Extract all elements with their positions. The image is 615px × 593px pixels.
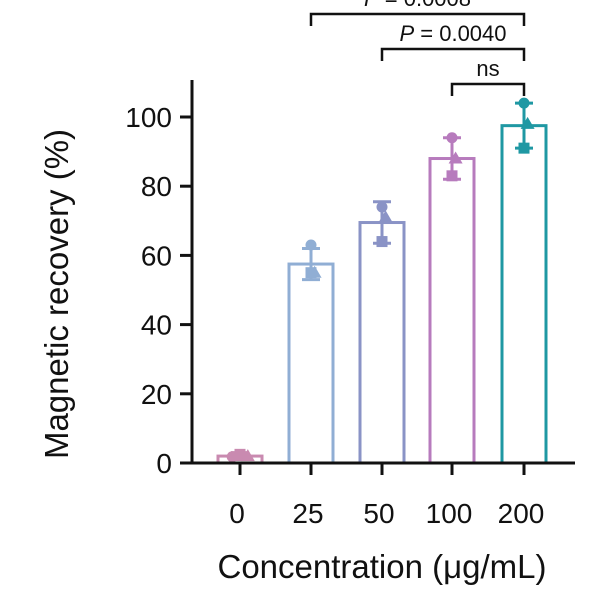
data-point-100-3 [448, 151, 463, 164]
significance-bracket-100-200 [450, 82, 526, 96]
bar-200 [500, 124, 548, 465]
p-symbol: P [364, 0, 379, 11]
bar-25 [287, 262, 335, 465]
x-axis-title: Concentration (μg/mL) [218, 548, 547, 585]
data-point-0-2 [234, 448, 246, 460]
data-point-0-3 [240, 449, 255, 462]
x-tick-label-25: 25 [292, 498, 323, 529]
p-value: = 0.0040 [414, 21, 506, 46]
bar-100 [428, 157, 476, 465]
significance-bracket-25-200 [309, 12, 526, 26]
axes-layer: 0 20 40 60 80 100 0 25 50 100 200 [125, 80, 575, 529]
significance-label-100-200: ns [476, 56, 499, 81]
bar-50 [358, 221, 406, 465]
x-tick-label-50: 50 [363, 498, 394, 529]
bars-layer [216, 124, 548, 465]
significance-label-25-200: P = 0.0008 [364, 0, 471, 11]
significance-label-50-200: P = 0.0040 [399, 21, 506, 46]
data-point-100-2 [446, 170, 458, 182]
p-symbol: P [399, 21, 414, 46]
y-tick-label-60: 60 [141, 240, 172, 271]
y-tick-label-40: 40 [141, 310, 172, 341]
p-value: = 0.0008 [379, 0, 471, 11]
x-tick-label-200: 200 [498, 498, 545, 529]
data-points-layer [226, 97, 535, 463]
data-point-200-1 [518, 97, 530, 109]
y-tick-label-100: 100 [125, 102, 172, 133]
data-point-200-2 [518, 142, 530, 154]
data-point-50-1 [376, 201, 388, 213]
y-tick-label-80: 80 [141, 171, 172, 202]
y-axis-title: Magnetic recovery (%) [38, 129, 75, 459]
x-tick-label-0: 0 [229, 498, 245, 529]
y-tick-label-20: 20 [141, 379, 172, 410]
data-point-200-3 [520, 116, 535, 129]
y-tick-label-0: 0 [156, 448, 172, 479]
data-point-50-2 [376, 236, 388, 248]
data-point-50-3 [378, 210, 393, 223]
data-point-100-1 [446, 132, 458, 144]
data-point-25-3 [307, 265, 322, 278]
significance-bracket-50-200 [380, 47, 526, 61]
data-point-25-1 [305, 239, 317, 251]
x-tick-label-100: 100 [426, 498, 473, 529]
